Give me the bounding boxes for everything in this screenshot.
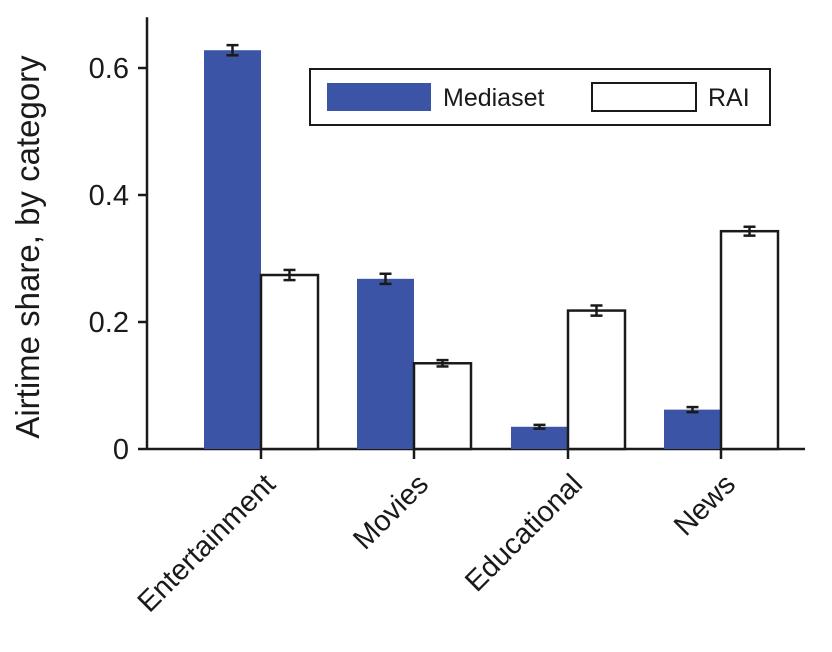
legend-swatch (327, 83, 431, 111)
x-axis-labels: Entertainment Movies Educational News (132, 468, 742, 618)
x-tick-label: News (668, 468, 742, 542)
legend: Mediaset RAI (309, 68, 771, 126)
error-bar (436, 358, 449, 368)
bar-rai-educational (566, 309, 627, 451)
bar-rai-movies (412, 362, 473, 451)
error-bar (226, 43, 239, 57)
error-bar (379, 272, 392, 286)
error-bar (743, 225, 756, 237)
bars (204, 43, 780, 451)
bar-rai-news (719, 229, 780, 451)
error-bar (283, 268, 296, 282)
bar-rai-entertainment (259, 273, 320, 451)
x-tick-label: Entertainment (132, 468, 282, 618)
y-axis-title: Airtime share, by category (9, 55, 46, 439)
error-bar (686, 405, 699, 414)
y-tick-label: 0 (113, 434, 129, 466)
legend-label: Mediaset (443, 84, 544, 112)
legend-label: RAI (708, 84, 750, 112)
bar-mediaset-movies (357, 278, 414, 449)
x-tick-label: Movies (347, 468, 435, 556)
y-tick-label: 0.6 (89, 53, 129, 85)
y-tick-label: 0.4 (89, 180, 129, 212)
error-bar (590, 304, 603, 317)
y-tick-label: 0.2 (89, 307, 129, 339)
x-tick-label: Educational (459, 468, 589, 598)
bar-mediaset-entertainment (204, 50, 261, 449)
bar-mediaset-news (664, 409, 721, 449)
legend-swatch (591, 82, 697, 112)
bar-mediaset-educational (511, 426, 568, 449)
error-bar (533, 423, 546, 430)
